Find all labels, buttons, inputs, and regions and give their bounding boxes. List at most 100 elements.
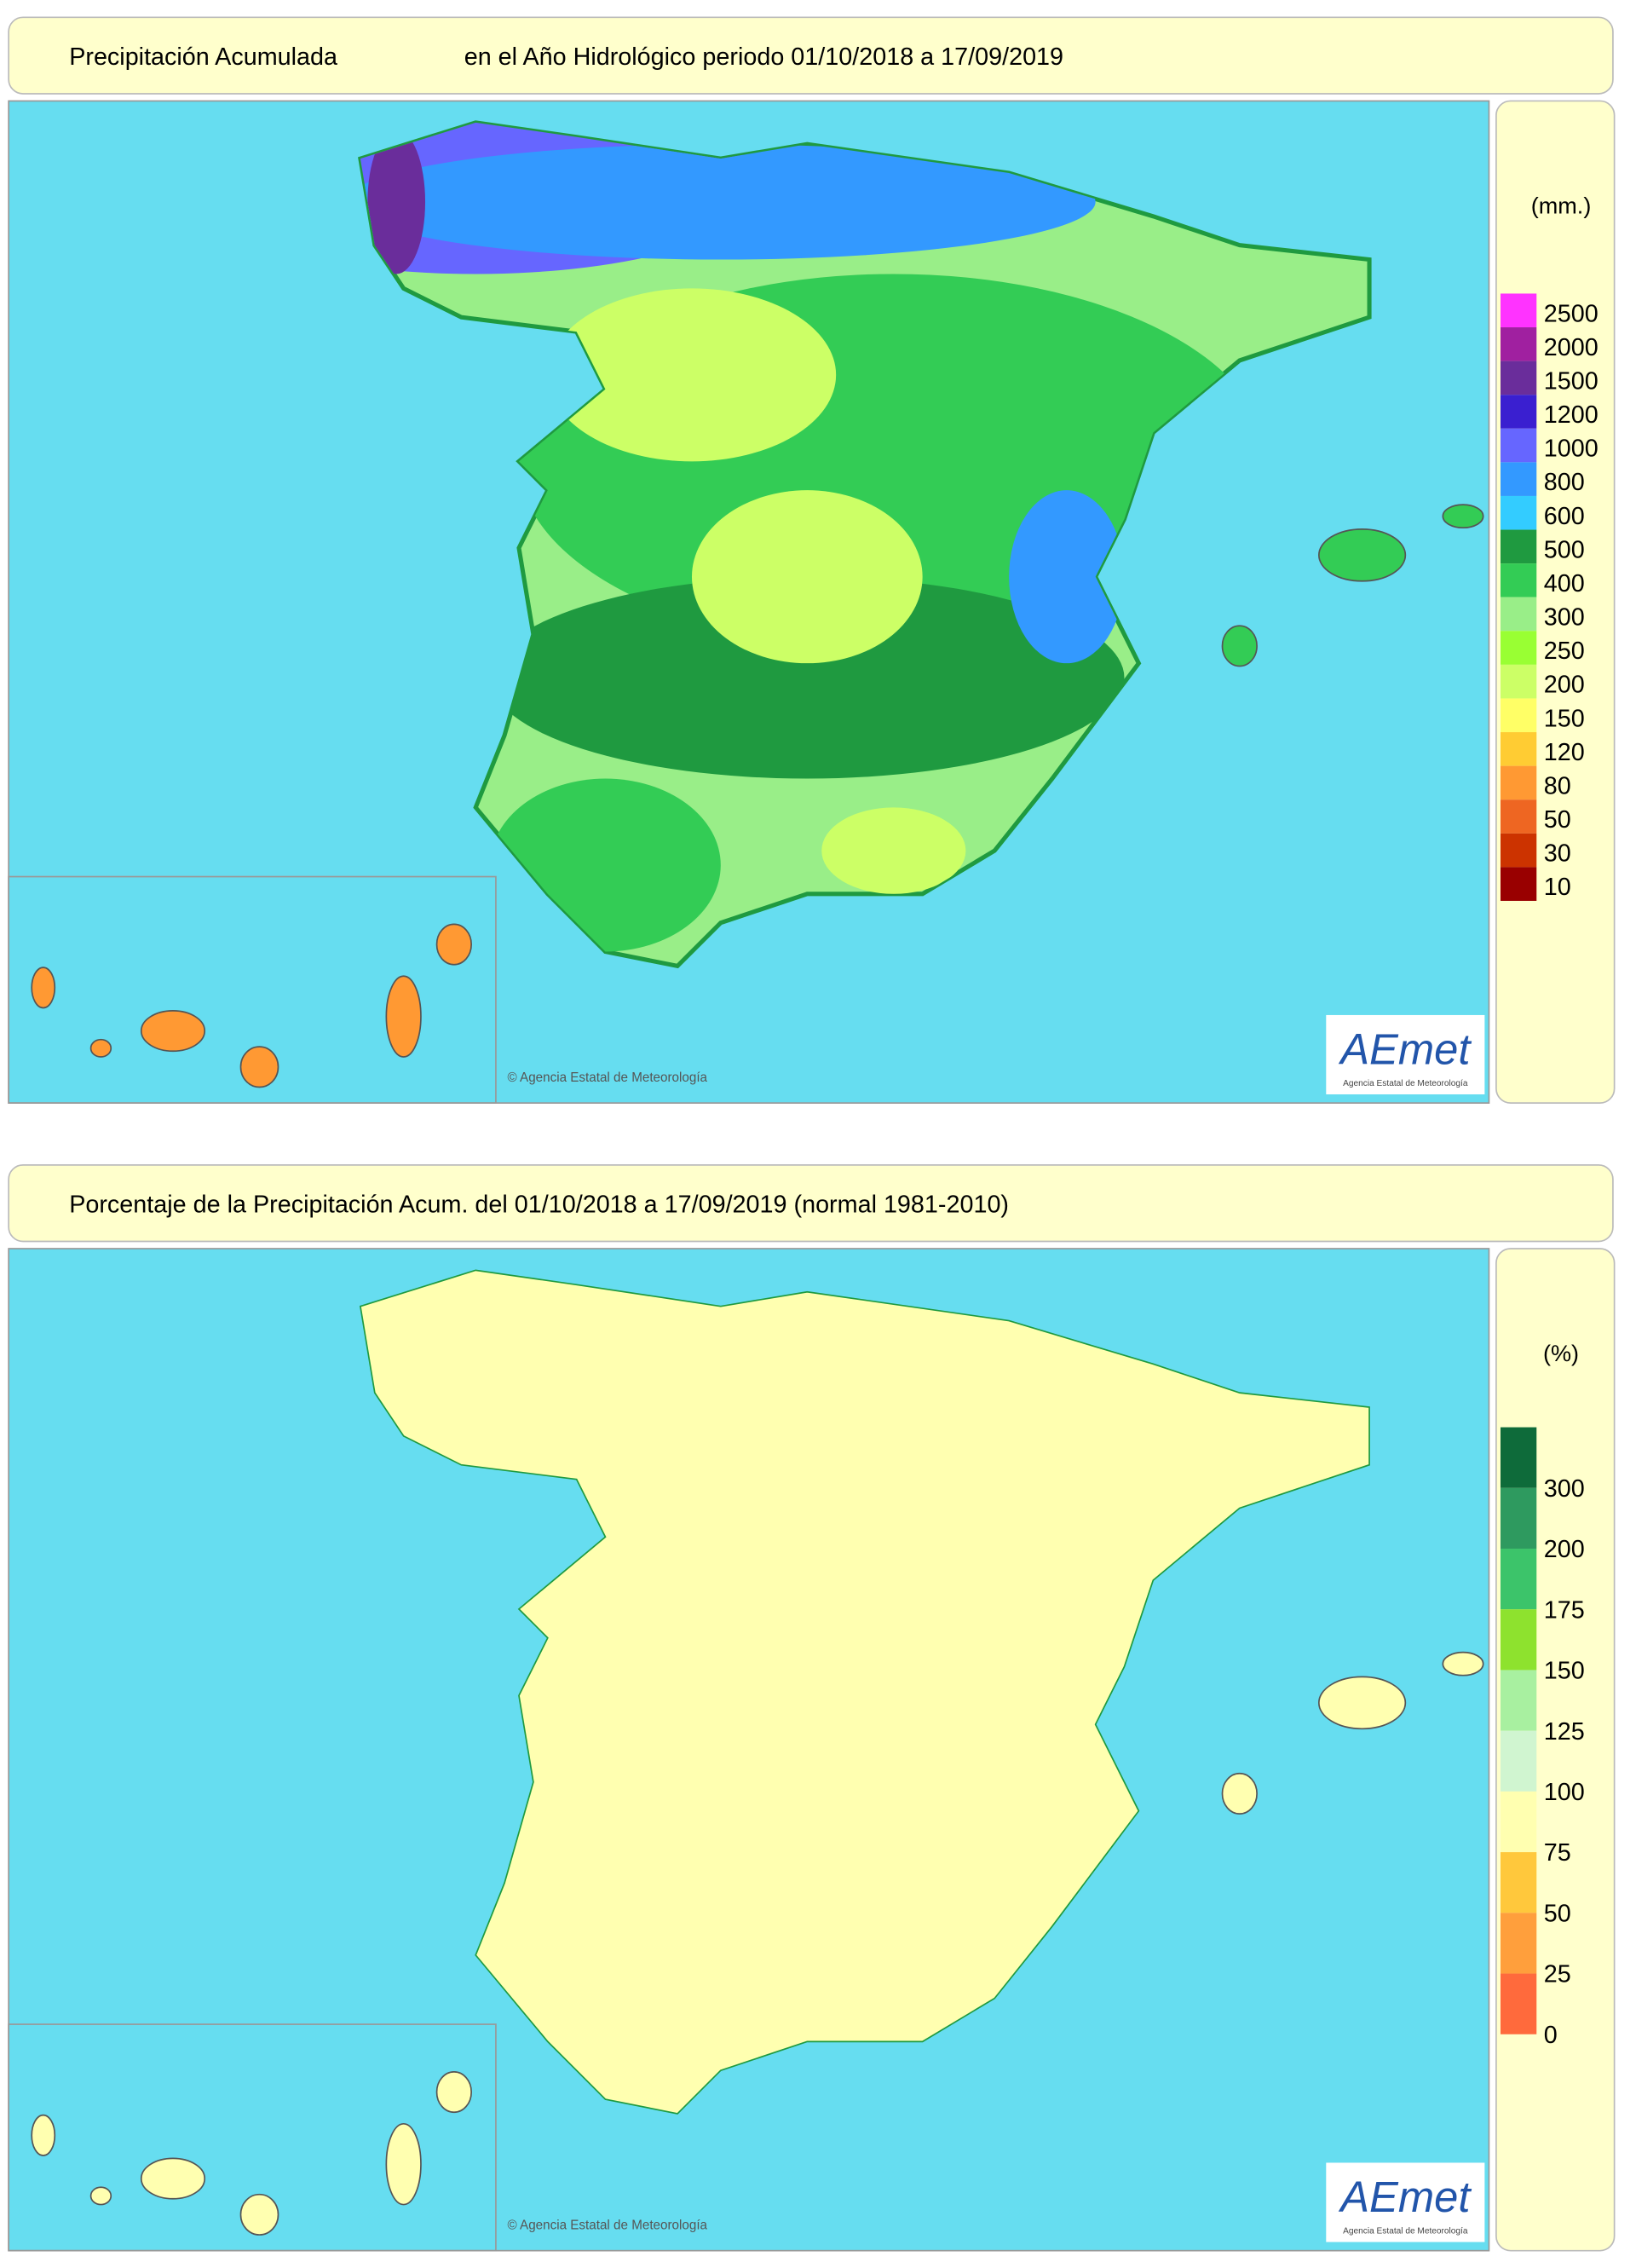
logo: AEmet <box>1338 1024 1472 1073</box>
contour-region <box>490 576 1125 779</box>
legend-swatch <box>1500 1973 1537 2034</box>
legend-swatch <box>1500 1427 1537 1488</box>
legend-label: 300 <box>1544 604 1585 632</box>
legend-swatch <box>1500 1852 1537 1913</box>
legend-unit: (%) <box>1543 1341 1579 1366</box>
canary-island <box>239 2193 279 2236</box>
canary-island <box>435 923 473 966</box>
panel: Precipitación Acumulada en el Año Hidroló… <box>8 16 1616 1104</box>
legend-swatch <box>1500 765 1537 800</box>
legend-label: 150 <box>1544 1658 1585 1685</box>
legend-label: 1000 <box>1544 436 1599 463</box>
canary-island <box>140 1010 206 1053</box>
legend-label: 50 <box>1544 806 1571 834</box>
legend-swatch <box>1500 1609 1537 1671</box>
legend-label: 300 <box>1544 1475 1585 1503</box>
canary-island <box>31 2114 56 2156</box>
legend-swatch <box>1500 631 1537 665</box>
legend-swatch <box>1500 1791 1537 1853</box>
canary-island <box>89 2186 112 2206</box>
legend-label: 25 <box>1544 1961 1571 1988</box>
legend-swatch <box>1500 327 1537 361</box>
logo-subtitle: Agencia Estatal de Meteorología <box>1343 1079 1468 1088</box>
legend-swatch <box>1500 529 1537 564</box>
panel: Porcentaje de la Precipitación Acum. del… <box>8 1164 1616 2252</box>
inset-box <box>8 875 497 1104</box>
legend-label: 10 <box>1544 874 1571 901</box>
legend-label: 175 <box>1544 1596 1585 1624</box>
credit: © Agencia Estatal de Meteorología <box>507 2218 707 2232</box>
title: Precipitación Acumulada <box>69 43 337 71</box>
inset-box <box>8 2023 497 2252</box>
island <box>1442 504 1484 529</box>
canary-island <box>435 2071 473 2114</box>
legend-swatch <box>1500 1913 1537 1974</box>
legend-swatch <box>1500 732 1537 766</box>
legend-swatch <box>1500 1730 1537 1792</box>
legend-swatch <box>1500 293 1537 328</box>
island <box>1317 1676 1407 1730</box>
contour-region <box>691 490 923 664</box>
contour-region <box>1009 490 1125 664</box>
legend-label: 150 <box>1544 705 1585 732</box>
legend-label: 1500 <box>1544 367 1599 395</box>
legend-swatch <box>1500 361 1537 395</box>
island <box>1442 1651 1484 1676</box>
title: en el Año Hidrológico periodo 01/10/2018… <box>464 43 1063 71</box>
legend-swatch <box>1500 462 1537 496</box>
legend-label: 200 <box>1544 1536 1585 1563</box>
legend-label: 125 <box>1544 1718 1585 1746</box>
canary-island <box>89 1038 112 1058</box>
title: Porcentaje de la Precipitación Acum. del… <box>69 1192 1009 1219</box>
legend-unit: (mm.) <box>1531 193 1592 218</box>
legend-label: 400 <box>1544 570 1585 597</box>
legend-label: 1200 <box>1544 401 1599 429</box>
legend-swatch <box>1500 495 1537 530</box>
canary-island <box>385 975 422 1058</box>
contour-region <box>821 807 966 894</box>
canary-island <box>385 2122 422 2206</box>
title-box <box>8 16 1614 95</box>
island <box>1221 625 1258 667</box>
legend-label: 75 <box>1544 1839 1571 1867</box>
legend-swatch <box>1500 428 1537 463</box>
legend-swatch <box>1500 799 1537 834</box>
contour-region <box>360 144 1096 260</box>
legend-label: 120 <box>1544 739 1585 766</box>
legend-swatch <box>1500 698 1537 733</box>
legend-label: 50 <box>1544 1900 1571 1927</box>
canary-island <box>239 1046 279 1088</box>
legend-label: 2500 <box>1544 300 1599 327</box>
contours <box>360 122 1269 952</box>
legend-label: 100 <box>1544 1779 1585 1806</box>
legend-swatch <box>1500 1549 1537 1610</box>
legend-swatch <box>1500 597 1537 632</box>
legend-label: 2000 <box>1544 334 1599 361</box>
legend-label: 250 <box>1544 638 1585 665</box>
island <box>1317 528 1407 582</box>
title-box <box>8 1164 1614 1243</box>
legend-swatch <box>1500 1670 1537 1731</box>
legend-swatch <box>1500 664 1537 699</box>
legend-label: 80 <box>1544 772 1571 799</box>
logo: AEmet <box>1338 2173 1472 2221</box>
logo-subtitle: Agencia Estatal de Meteorología <box>1343 2226 1468 2236</box>
island <box>1221 1772 1258 1815</box>
legend-label: 500 <box>1544 536 1585 563</box>
canary-island <box>140 2157 206 2200</box>
legend-swatch <box>1500 833 1537 868</box>
legend-swatch <box>1500 563 1537 597</box>
legend-swatch <box>1500 867 1537 901</box>
contour-region <box>367 130 426 274</box>
legend-swatch <box>1500 1487 1537 1550</box>
logo-box <box>1326 1014 1485 1094</box>
legend-swatch <box>1500 395 1537 429</box>
legend-label: 600 <box>1544 503 1585 530</box>
credit: © Agencia Estatal de Meteorología <box>507 1071 707 1085</box>
logo-box <box>1326 2162 1485 2242</box>
legend-label: 200 <box>1544 672 1585 699</box>
contour-region <box>547 288 837 462</box>
legend-label: 800 <box>1544 469 1585 496</box>
